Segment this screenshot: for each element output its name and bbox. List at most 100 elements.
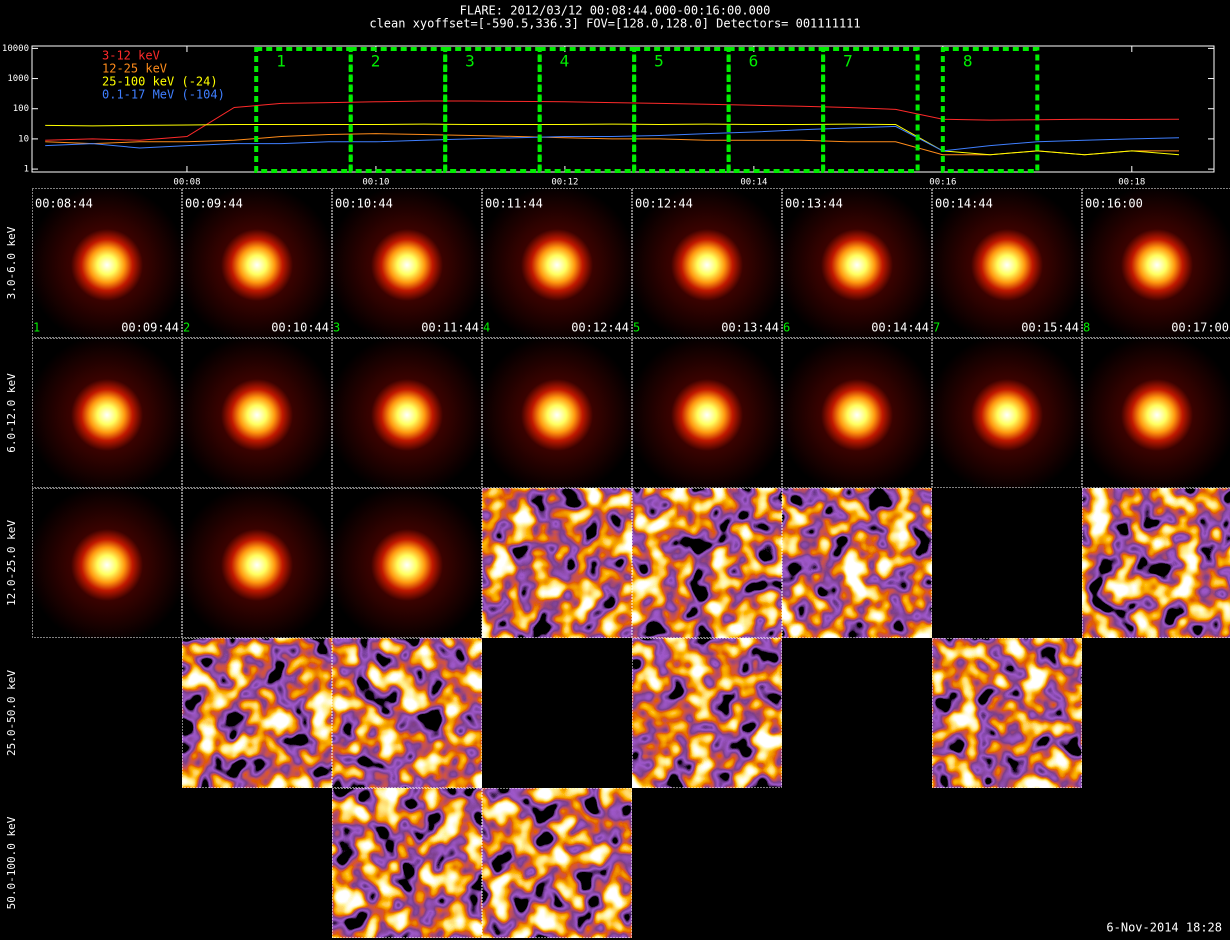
start-time: 00:11:44: [485, 197, 543, 211]
subtitle: clean xyoffset=[-590.5,336.3] FOV=[128.0…: [369, 17, 860, 31]
image-panel: [482, 338, 632, 488]
interval-box: [726, 47, 826, 173]
source-blob: [782, 338, 932, 488]
source-blob: [932, 338, 1082, 488]
image-panel: [632, 338, 782, 488]
panel-frame: [332, 488, 482, 638]
image-panel: [182, 488, 332, 638]
image-panel: [332, 338, 482, 488]
x-tick-label: 00:16: [929, 178, 956, 188]
panel-frame: [32, 338, 182, 488]
source-blob: [782, 188, 932, 338]
noise-image: [332, 638, 482, 788]
noise-image: [332, 788, 482, 938]
interval-number: 4: [483, 321, 490, 335]
image-panel: 00:10:44 00:11:44 3: [332, 188, 482, 338]
interval-label: 5: [654, 52, 664, 71]
image-panel: [482, 488, 632, 638]
image-panel: [182, 638, 332, 788]
interval-number: 5: [633, 321, 640, 335]
row-label: 12.0-25.0 keV: [5, 520, 18, 606]
y-tick-label: 10000: [2, 44, 29, 54]
image-panel: [932, 638, 1082, 788]
end-time: 00:15:44: [1021, 321, 1079, 335]
panel-frame: [32, 488, 182, 638]
image-panel: [32, 338, 182, 488]
panel-frame: [482, 338, 632, 488]
end-time: 00:17:00: [1171, 321, 1229, 335]
start-time: 00:10:44: [335, 197, 393, 211]
panel-frame: [782, 488, 932, 638]
image-panel: [332, 488, 482, 638]
series-line: [45, 123, 1180, 156]
source-blob: [632, 188, 782, 338]
source-blob: [182, 338, 332, 488]
source-blob: [32, 188, 182, 338]
end-time: 00:11:44: [421, 321, 479, 335]
panel-frame: [1082, 338, 1230, 488]
panel-frame: [632, 638, 782, 788]
noise-image: [632, 488, 782, 638]
panel-frame: [632, 488, 782, 638]
noise-image: [182, 638, 332, 788]
interval-box: [348, 47, 448, 173]
panel-frame: [332, 638, 482, 788]
image-panel: 00:14:44 00:15:44 7: [932, 188, 1082, 338]
interval-label: 8: [963, 52, 973, 71]
interval-label: 1: [276, 52, 286, 71]
source-blob: [182, 188, 332, 338]
interval-number: 6: [783, 321, 790, 335]
footer: 6-Nov-2014 18:28: [1106, 921, 1222, 935]
start-time: 00:14:44: [935, 197, 993, 211]
panel-frame: [182, 638, 332, 788]
image-panel: [932, 338, 1082, 488]
interval-label: 3: [465, 52, 475, 71]
legend-entry: 25-100 keV (-24): [102, 75, 218, 89]
image-panel: [632, 638, 782, 788]
image-panel: [632, 488, 782, 638]
panel-frame: [482, 788, 632, 938]
row-label: 3.0-6.0 keV: [5, 226, 18, 299]
panel-frame: [632, 338, 782, 488]
interval-number: 8: [1083, 321, 1090, 335]
image-panel: [1082, 338, 1230, 488]
noise-image: [782, 488, 932, 638]
panel-frame: [482, 488, 632, 638]
title: FLARE: 2012/03/12 00:08:44.000-00:16:00.…: [460, 4, 771, 18]
image-panel: [182, 338, 332, 488]
interval-label: 2: [371, 52, 381, 71]
panel-frame: [932, 638, 1082, 788]
source-blob: [32, 488, 182, 638]
source-blob: [632, 338, 782, 488]
x-tick-label: 00:08: [173, 178, 200, 188]
row-label: 6.0-12.0 keV: [5, 373, 18, 453]
legend-entry: 12-25 keV: [102, 62, 167, 76]
panel-frame: [782, 338, 932, 488]
end-time: 00:12:44: [571, 321, 629, 335]
image-panel: 00:13:44 00:14:44 6: [782, 188, 932, 338]
row-label: 25.0-50.0 keV: [5, 670, 18, 756]
y-tick-label: 1: [24, 165, 29, 175]
start-time: 00:13:44: [785, 197, 843, 211]
end-time: 00:09:44: [121, 321, 179, 335]
y-tick-label: 100: [13, 104, 29, 114]
legend-entry: 0.1-17 MeV (-104): [102, 88, 225, 102]
interval-label: 6: [749, 52, 759, 71]
interval-number: 1: [33, 321, 40, 335]
image-panel: [332, 638, 482, 788]
panel-frame: [332, 338, 482, 488]
source-blob: [1082, 338, 1230, 488]
panel-frame: [932, 188, 1082, 338]
image-panel: 00:12:44 00:13:44 5: [632, 188, 782, 338]
panel-frame: [182, 338, 332, 488]
panel-frame: [332, 188, 482, 338]
source-blob: [32, 338, 182, 488]
interval-box: [821, 47, 920, 173]
source-blob: [932, 188, 1082, 338]
interval-number: 3: [333, 321, 340, 335]
source-blob: [182, 488, 332, 638]
interval-box: [443, 47, 542, 173]
panel-frame: [1082, 488, 1230, 638]
noise-image: [932, 638, 1082, 788]
